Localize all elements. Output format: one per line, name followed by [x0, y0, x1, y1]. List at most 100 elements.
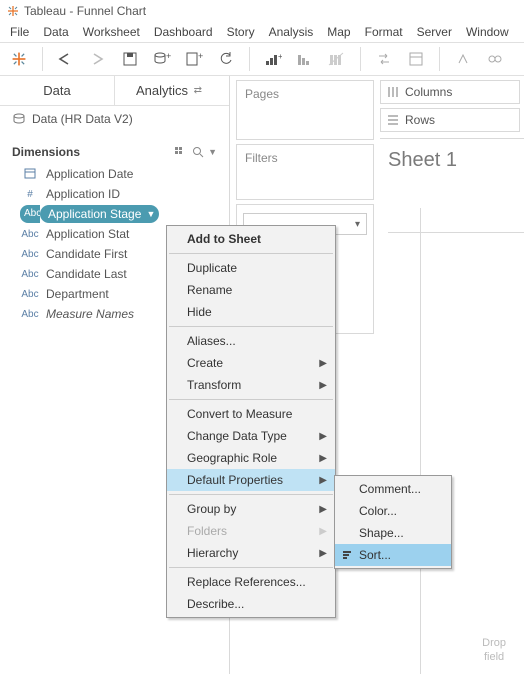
menu-file[interactable]: File: [10, 25, 29, 39]
clear-button[interactable]: [326, 48, 348, 70]
ctx-aliases[interactable]: Aliases...: [167, 330, 335, 352]
ctx-label: Hierarchy: [187, 546, 238, 560]
dimension-item-selected[interactable]: Abc Application Stage ▼: [0, 204, 229, 224]
tab-data[interactable]: Data: [0, 76, 115, 105]
datasource-icon: [12, 112, 26, 126]
ctx-label: Folders: [187, 524, 227, 538]
ctx-label: Transform: [187, 378, 241, 392]
drop-field-hint: Drop field: [482, 636, 506, 664]
menu-format[interactable]: Format: [365, 25, 403, 39]
highlight-button[interactable]: [452, 48, 474, 70]
ctx-separator: [169, 567, 333, 568]
filters-shelf[interactable]: Filters: [236, 144, 374, 200]
ctx-label: Geographic Role: [187, 451, 277, 465]
pages-shelf[interactable]: Pages: [236, 80, 374, 140]
ctx-geographic-role[interactable]: Geographic Role▶: [167, 447, 335, 469]
swap-button[interactable]: [373, 48, 395, 70]
ctx-duplicate[interactable]: Duplicate: [167, 257, 335, 279]
dimension-item[interactable]: Application Date: [0, 164, 229, 184]
context-menu: Add to Sheet Duplicate Rename Hide Alias…: [166, 225, 336, 618]
search-icon[interactable]: [192, 146, 204, 158]
dimension-label: Application Date: [46, 167, 133, 181]
back-button[interactable]: [55, 48, 77, 70]
menu-server[interactable]: Server: [417, 25, 452, 39]
toolbar: + + +: [0, 42, 524, 76]
sub-color[interactable]: Color...: [335, 500, 451, 522]
datasource-row[interactable]: Data (HR Data V2): [0, 106, 229, 132]
ctx-change-datatype[interactable]: Change Data Type▶: [167, 425, 335, 447]
totals-button[interactable]: [405, 48, 427, 70]
dimension-pill[interactable]: Application Stage ▼: [40, 205, 159, 223]
abc-icon: Abc: [20, 269, 40, 280]
ctx-transform[interactable]: Transform▶: [167, 374, 335, 396]
ctx-label: Replace References...: [187, 575, 306, 589]
sub-label: Comment...: [359, 482, 421, 496]
ctx-label: Aliases...: [187, 334, 236, 348]
arrow-icon: ▶: [319, 526, 327, 537]
view-icon[interactable]: [174, 146, 186, 158]
ctx-add-to-sheet[interactable]: Add to Sheet: [167, 228, 335, 250]
sub-shape[interactable]: Shape...: [335, 522, 451, 544]
ctx-hierarchy[interactable]: Hierarchy ▶: [167, 542, 335, 564]
tableau-icon[interactable]: [8, 48, 30, 70]
ctx-folders: Folders ▶: [167, 520, 335, 542]
toolbar-separator: [360, 47, 361, 71]
ctx-group-by[interactable]: Group by ▶: [167, 498, 335, 520]
ctx-label: Rename: [187, 283, 232, 297]
menu-window[interactable]: Window: [466, 25, 509, 39]
caret-down-icon[interactable]: ▼: [146, 209, 155, 219]
ctx-separator: [169, 494, 333, 495]
save-button[interactable]: [119, 48, 141, 70]
new-datasource-button[interactable]: +: [151, 48, 173, 70]
menu-story[interactable]: Story: [227, 25, 255, 39]
ctx-describe[interactable]: Describe...: [167, 593, 335, 615]
ctx-label: Group by: [187, 502, 236, 516]
sort-icon: [339, 549, 355, 561]
ctx-create[interactable]: Create▶: [167, 352, 335, 374]
tab-analytics[interactable]: Analytics⇄: [115, 76, 229, 105]
new-worksheet-button[interactable]: +: [183, 48, 205, 70]
toolbar-separator: [42, 47, 43, 71]
menu-map[interactable]: Map: [327, 25, 350, 39]
menu-analysis[interactable]: Analysis: [269, 25, 314, 39]
ctx-label: Duplicate: [187, 261, 237, 275]
abc-icon: Abc: [20, 205, 40, 223]
abc-icon: Abc: [20, 309, 40, 320]
dimensions-header: Dimensions ▼: [0, 140, 229, 164]
forward-button[interactable]: [87, 48, 109, 70]
sub-sort[interactable]: Sort...: [335, 544, 451, 566]
sort-asc-button[interactable]: +: [262, 48, 284, 70]
sheet-canvas[interactable]: Sheet 1: [380, 138, 524, 182]
svg-text:+: +: [198, 51, 203, 61]
datasource-label: Data (HR Data V2): [32, 112, 133, 126]
shelf-label: Filters: [245, 151, 278, 165]
ctx-rename[interactable]: Rename: [167, 279, 335, 301]
sort-desc-button[interactable]: [294, 48, 316, 70]
tab-analytics-label: Analytics: [136, 83, 188, 98]
rows-shelf[interactable]: Rows: [380, 108, 520, 132]
ctx-label: Convert to Measure: [187, 407, 292, 421]
dimension-item[interactable]: # Application ID: [0, 184, 229, 204]
columns-shelf[interactable]: Columns: [380, 80, 520, 104]
ctx-replace-references[interactable]: Replace References...: [167, 571, 335, 593]
ctx-default-properties[interactable]: Default Properties▶: [167, 469, 335, 491]
dimension-label: Application Stage: [48, 207, 141, 221]
group-button[interactable]: [484, 48, 506, 70]
dropdown-icon[interactable]: ▼: [208, 147, 217, 157]
menu-worksheet[interactable]: Worksheet: [83, 25, 140, 39]
menu-dashboard[interactable]: Dashboard: [154, 25, 213, 39]
window-title: Tableau - Funnel Chart: [24, 4, 146, 18]
number-icon: #: [20, 189, 40, 200]
arrow-icon: ▶: [319, 548, 327, 559]
ctx-separator: [169, 326, 333, 327]
ctx-convert-measure[interactable]: Convert to Measure: [167, 403, 335, 425]
toolbar-separator: [439, 47, 440, 71]
sub-label: Sort...: [359, 548, 391, 562]
sub-comment[interactable]: Comment...: [335, 478, 451, 500]
arrow-icon: ▶: [319, 504, 327, 515]
canvas-divider: [420, 208, 421, 674]
menu-data[interactable]: Data: [43, 25, 68, 39]
ctx-hide[interactable]: Hide: [167, 301, 335, 323]
refresh-button[interactable]: [215, 48, 237, 70]
svg-text:+: +: [166, 51, 171, 61]
